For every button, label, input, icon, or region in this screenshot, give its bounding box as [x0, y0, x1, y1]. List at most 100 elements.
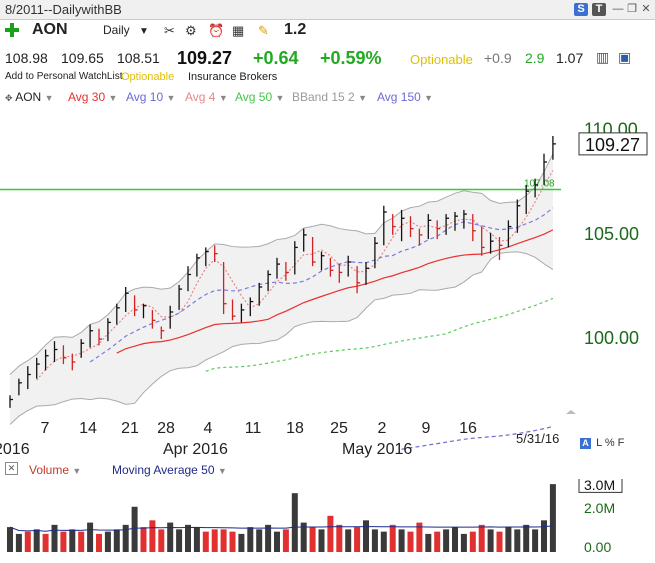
volume-bar — [398, 529, 405, 552]
volume-chart[interactable]: 3.0M 2.0M 0.00 — [0, 475, 655, 558]
price-bars — [9, 135, 556, 408]
volume-bar — [549, 484, 556, 552]
chevron-down-icon: ▼ — [166, 93, 176, 103]
volume-bars — [7, 484, 556, 552]
quote-extra2: 2.9 — [525, 50, 545, 66]
quote-extra1: +0.9 — [484, 50, 512, 66]
volume-bar — [185, 524, 191, 552]
volume-bar — [87, 522, 94, 552]
t-icon[interactable]: T — [592, 3, 606, 16]
y-tick-label: 100.00 — [584, 328, 639, 348]
chart-toolbar: AON Daily ▼ ✂ ⚙ ⏰ ▦ ✎ 1.2 — [0, 19, 655, 44]
volume-bar — [282, 529, 289, 552]
volume-bar — [514, 529, 521, 552]
legend-avg50-label: Avg 50 — [235, 90, 273, 104]
period-select[interactable]: Daily ▼ — [103, 23, 149, 37]
legend-avg150-label: Avg 150 — [377, 90, 421, 104]
chevron-down-icon: ▼ — [358, 93, 367, 103]
volume-bar — [167, 522, 174, 552]
volume-bar — [371, 529, 378, 552]
chevron-down-icon: ▼ — [44, 93, 54, 103]
volume-bar — [354, 527, 361, 552]
volume-bar — [7, 527, 13, 552]
volume-bar — [327, 515, 334, 552]
volume-bar — [131, 506, 138, 552]
avg50-line — [205, 297, 554, 372]
legend-bband-label: BBand 15 2 — [292, 90, 355, 104]
volume-legend[interactable]: Volume ▼ — [29, 463, 81, 477]
legend-bband[interactable]: BBand 15 2 ▼ — [292, 90, 367, 104]
legend-avg10[interactable]: Avg 10 ▼ — [126, 90, 175, 104]
volume-bar — [176, 529, 183, 552]
legend-avg4[interactable]: Avg 4 ▼ — [185, 90, 228, 104]
price-chart-panel[interactable]: 107.08 110.00 105.00 100.00 7 14 21 28 4 11 18 25… — [0, 106, 655, 466]
last-price-box: 109.27 — [578, 132, 648, 156]
volume-moving-average-line — [9, 525, 553, 532]
scissors-icon[interactable]: ✂ — [164, 23, 175, 38]
restore-icon[interactable]: ❐ — [627, 3, 637, 15]
scroll-up-arrow-icon — [566, 410, 576, 414]
watchlist-link[interactable]: Add to Personal WatchList — [5, 71, 123, 82]
add-plus-icon[interactable] — [4, 22, 20, 38]
x-month-label: 2016 — [0, 441, 30, 458]
calendar-icon[interactable]: ▦ — [232, 23, 245, 38]
quote-line: 108.98 109.65 108.51 109.27 +0.64 +0.59%… — [0, 45, 655, 73]
volume-bar — [460, 533, 467, 552]
quote-last: 109.27 — [177, 48, 233, 68]
x-month-label: May 2016 — [342, 441, 412, 458]
avg150-line — [401, 425, 554, 450]
volume-bar — [496, 531, 503, 552]
last-price-box-frame — [578, 132, 648, 156]
side-tools-label[interactable]: L % F — [596, 437, 625, 449]
x-tick-label: 4 — [204, 420, 213, 437]
volume-bar — [425, 533, 432, 552]
volume-bar — [487, 529, 494, 552]
note-icon[interactable]: ✎ — [258, 23, 269, 38]
volume-bar — [291, 493, 298, 552]
volume-bar — [416, 522, 423, 552]
volume-axis-ticks: 3.0M 2.0M 0.00 — [578, 475, 623, 555]
quote-open: 108.98 — [5, 50, 48, 66]
volume-bar — [532, 529, 539, 552]
volume-bar — [363, 520, 369, 552]
annotation-a-icon[interactable]: A — [580, 438, 591, 449]
save-icon[interactable]: ▣ — [618, 49, 632, 65]
minimize-icon[interactable]: — — [612, 3, 624, 15]
legend-aon-label: AON — [15, 90, 42, 104]
legend-avg4-label: Avg 4 — [185, 90, 216, 104]
volume-chart-panel[interactable]: 3.0M 2.0M 0.00 — [0, 475, 655, 563]
legend-avg50[interactable]: Avg 50 ▼ — [235, 90, 284, 104]
portfolio-icon[interactable]: ▥ — [596, 49, 610, 65]
y-tick-label: 105.00 — [584, 224, 639, 244]
legend-avg150[interactable]: Avg 150 ▼ — [377, 90, 433, 104]
volume-bar — [78, 531, 85, 552]
volume-bar — [505, 527, 512, 552]
volume-bar — [96, 533, 102, 552]
volume-bar — [274, 531, 280, 552]
symbol-label[interactable]: AON — [32, 21, 68, 38]
period-label: Daily — [103, 23, 130, 37]
trendline-value-label: 107.08 — [524, 179, 555, 190]
legend-aon[interactable]: ✥ AON ▼ — [5, 90, 54, 104]
x-tick-label: 2 — [378, 420, 387, 437]
clock-icon[interactable]: ⏰ — [208, 23, 225, 38]
close-icon[interactable]: ✕ — [641, 3, 651, 15]
close-volume-panel-icon[interactable]: ✕ — [5, 462, 18, 475]
legend-avg30-label: Avg 30 — [68, 90, 106, 104]
volume-bar — [193, 527, 200, 552]
volume-ma-legend[interactable]: Moving Average 50 ▼ — [112, 463, 227, 477]
gear-icon[interactable]: ⚙ — [185, 23, 197, 38]
volume-bar — [60, 531, 67, 552]
volume-label: Volume — [29, 463, 70, 477]
industry-label: Insurance Brokers — [188, 71, 278, 83]
s-icon[interactable]: S — [574, 3, 588, 16]
x-tick-label: 9 — [422, 420, 431, 437]
x-tick-label: 7 — [41, 420, 50, 437]
volume-tick-label: 0.00 — [584, 539, 611, 555]
volume-bar — [158, 529, 165, 552]
legend-avg30[interactable]: Avg 30 ▼ — [68, 90, 117, 104]
volume-bar — [113, 529, 120, 552]
volume-bar — [140, 527, 147, 552]
